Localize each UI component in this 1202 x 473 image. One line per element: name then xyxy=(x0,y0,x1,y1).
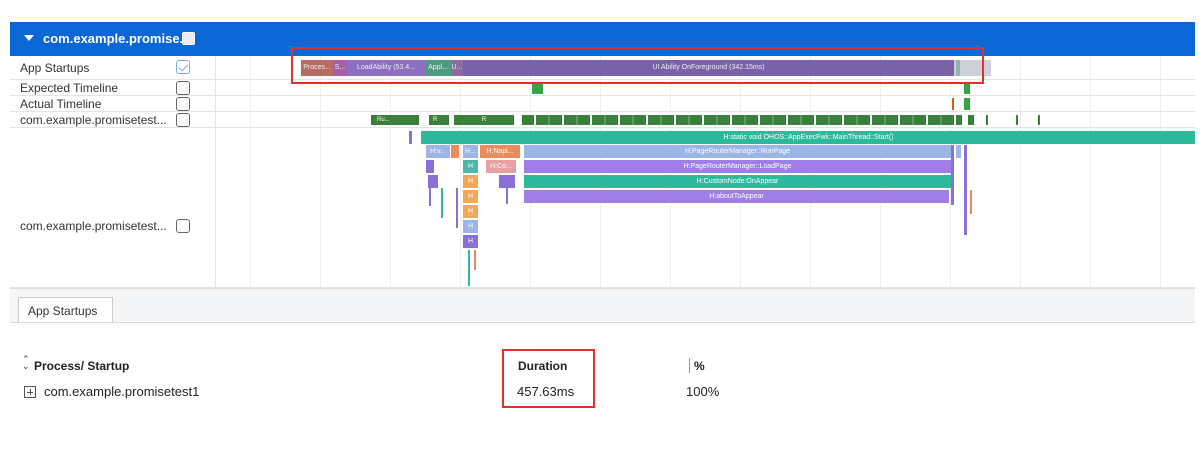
slice-about-to-appear[interactable]: H:aboutToAppear xyxy=(524,190,949,203)
row-label: com.example.promisetest... xyxy=(20,113,167,127)
slice-napi[interactable]: H:Napi... xyxy=(480,145,520,158)
slice[interactable] xyxy=(428,175,438,188)
highlight-box-startup xyxy=(291,47,984,84)
slice-h[interactable]: H xyxy=(463,235,478,248)
slice[interactable] xyxy=(451,145,459,158)
app-startups-track[interactable]: Proces... S... LoadAbility (53.4... Appl… xyxy=(215,56,1195,80)
slice xyxy=(506,188,508,204)
row-checkbox[interactable] xyxy=(176,113,190,127)
thread-state-run[interactable] xyxy=(968,115,974,125)
thread-state-strip[interactable] xyxy=(522,115,962,125)
column-header-percent[interactable]: % xyxy=(694,359,705,373)
thread-state-run[interactable] xyxy=(1038,115,1040,125)
row-label: Actual Timeline xyxy=(20,97,102,111)
thread-track[interactable]: Ru... R R xyxy=(215,112,1195,128)
row-checkbox[interactable] xyxy=(176,219,190,233)
row-label: App Startups xyxy=(20,61,90,75)
startup-segment-loadability[interactable]: LoadAbility (53.4... xyxy=(347,60,425,76)
thread-state-run[interactable] xyxy=(986,115,988,125)
startup-segment-tail[interactable] xyxy=(954,60,991,76)
sort-icon[interactable]: ⌃ ⌄ xyxy=(22,354,30,371)
row-thread[interactable]: com.example.promisetest... xyxy=(10,112,215,128)
percent-value: 100% xyxy=(686,384,720,399)
expected-frame[interactable] xyxy=(964,83,970,94)
slice-run-page[interactable]: H:PageRouterManager::RunPage xyxy=(524,145,951,158)
slice xyxy=(951,145,954,205)
slice xyxy=(429,188,431,206)
grid-line xyxy=(1160,56,1161,288)
slice[interactable] xyxy=(426,160,434,173)
startup-segment-appl[interactable]: Appl... xyxy=(425,60,451,76)
thread-state-run[interactable]: R xyxy=(454,115,514,125)
row-checkbox[interactable] xyxy=(176,81,190,95)
startup-segment-s[interactable]: S... xyxy=(333,60,347,76)
header-checkbox[interactable] xyxy=(182,32,195,45)
highlight-box-duration xyxy=(502,349,595,408)
actual-frame[interactable] xyxy=(964,98,970,110)
process-name[interactable]: com.example.promisetest1 xyxy=(44,384,200,399)
collapse-triangle-icon[interactable] xyxy=(24,35,34,41)
details-panel: App Startups ⌃ ⌄ Process/ Startup Duratio… xyxy=(10,288,1195,467)
callstack-track[interactable]: H:static void OHOS::AppExecFwk::MainThre… xyxy=(215,128,1195,288)
row-actual-timeline[interactable]: Actual Timeline xyxy=(10,96,215,112)
expand-icon[interactable] xyxy=(24,386,36,398)
column-divider xyxy=(689,358,690,373)
startup-segment-u[interactable]: U... xyxy=(451,60,463,76)
startup-segment-foreground[interactable]: UI Ability OnForeground (342.15ms) xyxy=(463,60,954,76)
actual-timeline-track[interactable] xyxy=(215,96,1195,112)
row-main-thread[interactable]: com.example.promisetest... xyxy=(10,128,215,288)
slice[interactable] xyxy=(956,145,961,158)
slice[interactable] xyxy=(409,131,412,144)
row-label: com.example.promisetest... xyxy=(20,219,167,233)
startup-table: ⌃ ⌄ Process/ Startup Duration % com.examp… xyxy=(10,322,1195,467)
grid-line xyxy=(1090,56,1091,288)
slice xyxy=(474,250,476,270)
slice-main-thread-start[interactable]: H:static void OHOS::AppExecFwk::MainThre… xyxy=(421,131,1195,144)
grid-line xyxy=(390,56,391,288)
process-title: com.example.promise... xyxy=(43,31,191,46)
slice xyxy=(468,250,470,286)
column-header-duration[interactable]: Duration xyxy=(518,359,568,373)
expected-frame[interactable] xyxy=(532,83,543,94)
expected-timeline-track[interactable] xyxy=(215,80,1195,96)
slice-h[interactable]: H xyxy=(463,205,478,218)
thread-state-run[interactable] xyxy=(1016,115,1018,125)
grid-line xyxy=(1020,56,1021,288)
grid-line xyxy=(320,56,321,288)
slice[interactable] xyxy=(499,175,515,188)
process-header[interactable]: com.example.promise... xyxy=(10,22,1195,56)
row-expected-timeline[interactable]: Expected Timeline xyxy=(10,80,215,96)
slice xyxy=(441,188,443,218)
slice-h[interactable]: H... xyxy=(463,145,478,158)
slice xyxy=(964,145,967,235)
startup-segment-process[interactable]: Proces... xyxy=(301,60,333,76)
column-header-process[interactable]: Process/ Startup xyxy=(34,359,130,373)
grid-line xyxy=(250,56,251,288)
actual-frame[interactable] xyxy=(952,98,954,110)
slice-h[interactable]: H xyxy=(463,220,478,233)
trace-viewer: com.example.promise... App Startups Proc… xyxy=(10,0,1195,467)
slice-h[interactable]: H xyxy=(463,175,478,188)
row-checkbox[interactable] xyxy=(176,60,190,74)
slice-hv[interactable]: H:v... xyxy=(426,145,450,158)
slice-h[interactable]: H xyxy=(463,160,478,173)
grid-line xyxy=(460,56,461,288)
tab-app-startups[interactable]: App Startups xyxy=(18,297,113,322)
thread-state-run[interactable]: R xyxy=(429,115,449,125)
slice-on-appear[interactable]: H:CustomNode:OnAppear xyxy=(524,175,951,188)
slice-h[interactable]: H xyxy=(463,190,478,203)
slice xyxy=(970,190,972,214)
duration-value: 457.63ms xyxy=(517,384,575,399)
slice-co[interactable]: H:Co... xyxy=(486,160,516,173)
row-app-startups[interactable]: App Startups xyxy=(10,56,215,80)
slice xyxy=(456,188,458,228)
row-label: Expected Timeline xyxy=(20,81,119,95)
slice-load-page[interactable]: H:PageRouterManager::LoadPage xyxy=(524,160,951,173)
row-checkbox[interactable] xyxy=(176,97,190,111)
thread-state-run[interactable]: Ru... xyxy=(371,115,419,125)
